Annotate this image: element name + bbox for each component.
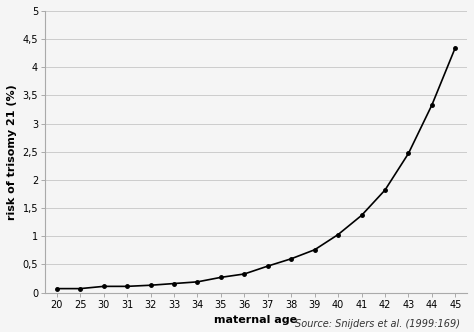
X-axis label: maternal age: maternal age (215, 315, 298, 325)
Y-axis label: risk of trisomy 21 (%): risk of trisomy 21 (%) (7, 84, 17, 220)
Text: Source: Snijders et al. (1999:169): Source: Snijders et al. (1999:169) (295, 319, 460, 329)
